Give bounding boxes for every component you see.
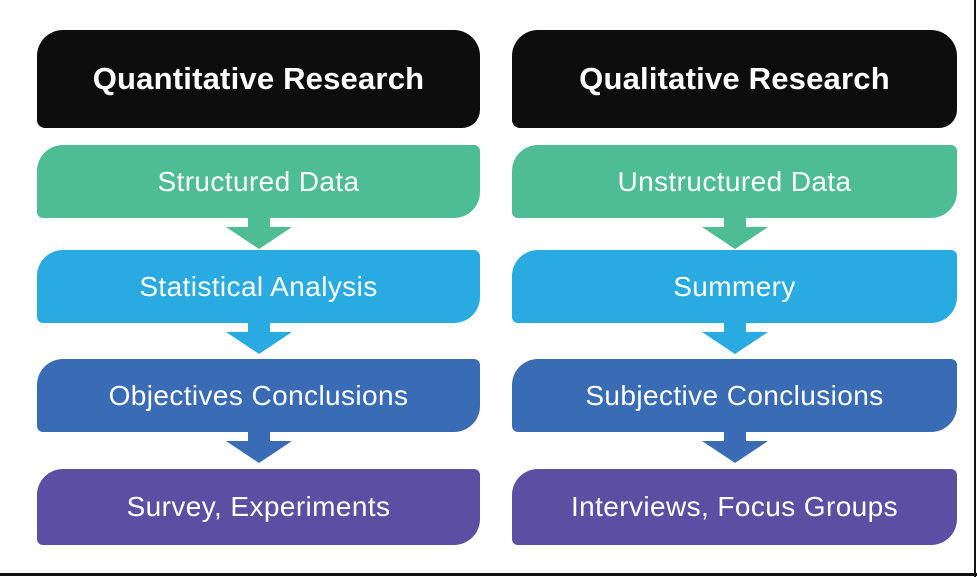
flow-box-label: Statistical Analysis	[139, 270, 378, 302]
flow-box-statistical-analysis: Statistical Analysis	[37, 250, 480, 323]
quantitative-header: Quantitative Research	[37, 30, 480, 128]
flow-box-unstructured-data: Unstructured Data	[512, 145, 957, 218]
down-arrow-icon	[37, 322, 480, 359]
qualitative-title: Qualitative Research	[579, 61, 890, 96]
down-arrow-icon	[37, 217, 480, 250]
flow-box-label: Unstructured Data	[617, 165, 852, 197]
flow-box-label: Objectives Conclusions	[108, 379, 409, 411]
flow-box-label: Summery	[673, 270, 796, 302]
down-arrow-icon	[512, 217, 957, 250]
qualitative-header: Qualitative Research	[512, 30, 957, 128]
flow-box-survey-experiments: Survey, Experiments	[37, 469, 480, 545]
flow-box-summery: Summery	[512, 250, 957, 323]
flow-box-objectives-conclusions: Objectives Conclusions	[37, 359, 480, 432]
down-arrow-icon	[512, 431, 957, 469]
flow-box-structured-data: Structured Data	[37, 145, 480, 218]
flow-box-label: Subjective Conclusions	[585, 379, 884, 411]
down-arrow-icon	[37, 431, 480, 469]
qualitative-column: Qualitative Research Unstructured Data S…	[512, 30, 957, 545]
right-border-line	[974, 0, 976, 577]
bottom-border-line	[0, 573, 977, 576]
quantitative-column: Quantitative Research Structured Data St…	[37, 30, 480, 545]
down-arrow-icon	[512, 322, 957, 359]
flow-box-subjective-conclusions: Subjective Conclusions	[512, 359, 957, 432]
flow-box-label: Survey, Experiments	[126, 491, 391, 522]
flow-box-label: Structured Data	[157, 165, 360, 197]
flow-box-interviews-focus-groups: Interviews, Focus Groups	[512, 469, 957, 545]
quantitative-title: Quantitative Research	[92, 61, 425, 96]
flow-box-label: Interviews, Focus Groups	[570, 491, 899, 522]
